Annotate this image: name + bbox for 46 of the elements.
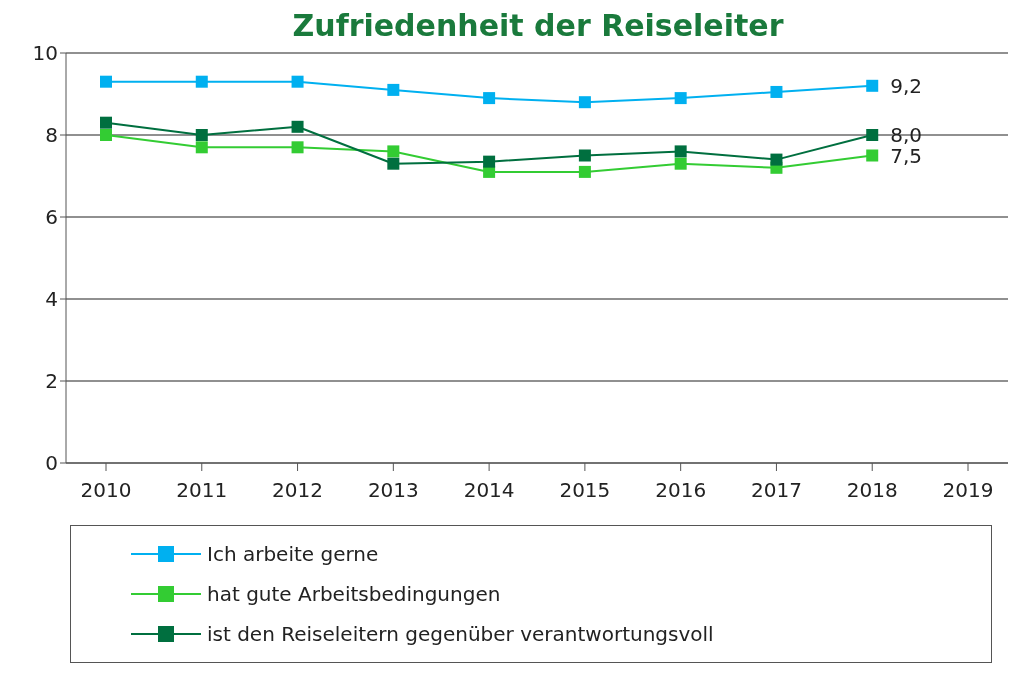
chart-title: Zufriedenheit der Reiseleiter — [291, 8, 785, 43]
point — [578, 165, 591, 178]
point — [483, 155, 496, 168]
point — [866, 149, 879, 162]
point — [195, 129, 208, 141]
y-tick-label: 0 — [45, 451, 58, 476]
x-tick-label: 2011 — [176, 478, 228, 503]
point — [674, 92, 687, 105]
point — [578, 96, 591, 109]
point — [291, 75, 304, 88]
x-tick-label: 2017 — [750, 478, 802, 503]
x-tick-label: 2019 — [942, 478, 994, 503]
x-tick-label: 2014 — [463, 478, 515, 503]
point — [387, 157, 400, 170]
point — [291, 141, 304, 154]
point — [866, 129, 879, 141]
x-tick-label: 2012 — [272, 478, 324, 503]
point — [674, 157, 687, 170]
point — [674, 145, 687, 158]
point — [483, 92, 496, 105]
legend-label: hat gute Arbeitsbedingungen — [207, 582, 501, 606]
y-tick-label: 10 — [32, 41, 58, 66]
x-tick-label: 2018 — [846, 478, 898, 503]
point — [195, 75, 208, 88]
point — [100, 129, 112, 141]
point — [578, 149, 591, 162]
point — [100, 116, 112, 129]
y-tick-label: 2 — [45, 369, 58, 394]
x-tick-label: 2015 — [559, 478, 611, 503]
x-tick-label: 2013 — [367, 478, 419, 503]
x-tick-label: 2010 — [80, 478, 132, 503]
data-label: 9,2 — [890, 73, 923, 98]
y-tick-label: 6 — [45, 205, 58, 230]
y-tick-label: 8 — [45, 123, 58, 148]
point — [387, 83, 400, 96]
legend-label: Ich arbeite gerne — [207, 542, 379, 566]
x-tick-label: 2016 — [655, 478, 707, 503]
legend-label: ist den Reiseleitern gegenüber verantwortungsvoll — [207, 622, 714, 646]
point — [770, 85, 783, 98]
point — [387, 145, 400, 158]
point — [100, 75, 112, 88]
point — [195, 141, 208, 154]
y-tick-label: 4 — [45, 287, 58, 312]
point — [770, 153, 783, 166]
point — [291, 120, 304, 133]
point — [866, 79, 879, 92]
